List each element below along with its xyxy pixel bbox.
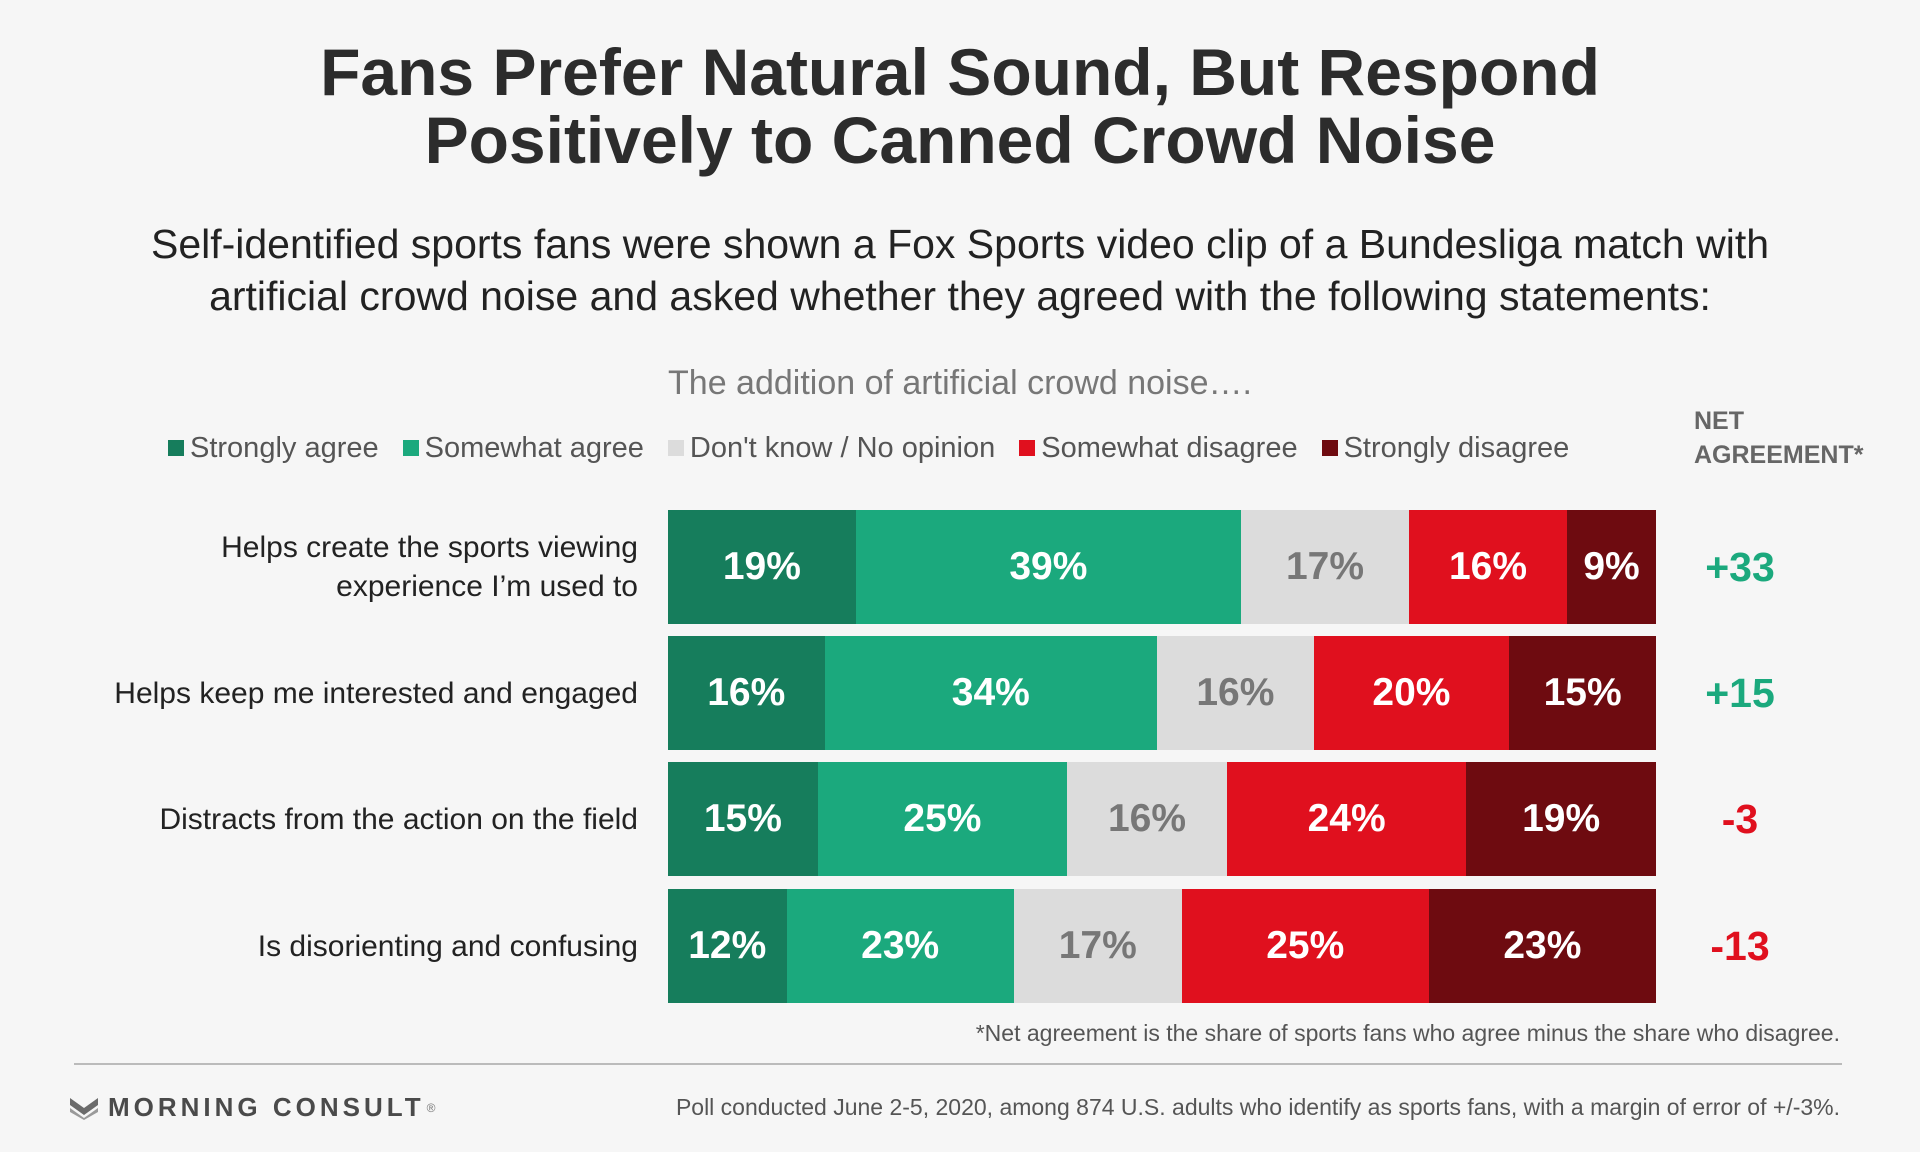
footnote: *Net agreement is the share of sports fa… [975, 1020, 1840, 1046]
logo-text: MORNING CONSULT [108, 1092, 425, 1122]
subtitle-line-1: Self-identified sports fans were shown a… [150, 221, 1770, 267]
chart-title: Fans Prefer Natural Sound, But Respond P… [0, 38, 1920, 174]
bar-segment-strongly-agree: 15% [668, 762, 818, 876]
bar-segment-somewhat-agree: 25% [817, 762, 1068, 876]
logo-trademark: ® [426, 1100, 436, 1115]
net-agreement-header: NET AGREEMENT* [1694, 404, 1863, 472]
legend-label: Somewhat disagree [1041, 431, 1298, 464]
bar-segment-somewhat-agree: 23% [786, 889, 1014, 1003]
net-agreement-value: -13 [1710, 922, 1770, 969]
bar-segment-dont-know: 17% [1013, 889, 1182, 1003]
stacked-bar: 15% 25% 16% 24% 19% [668, 762, 1656, 876]
legend: Strongly agree Somewhat agree Don't know /… [168, 430, 1593, 466]
bar-segment-somewhat-agree: 34% [824, 636, 1158, 750]
bar-segment-somewhat-disagree: 24% [1226, 762, 1467, 876]
source-note: Poll conducted June 2-5, 2020, among 874… [675, 1094, 1840, 1120]
bar-segment-somewhat-disagree: 20% [1313, 636, 1510, 750]
statement-prompt: The addition of artificial crowd noise…. [668, 364, 1252, 402]
bar-segment-somewhat-disagree: 25% [1181, 889, 1429, 1003]
bar-segment-strongly-disagree: 15% [1509, 636, 1656, 750]
stacked-bar: 12% 23% 17% 25% 23% [668, 889, 1656, 1003]
legend-label: Strongly disagree [1343, 431, 1570, 464]
logo-mark-icon [70, 1097, 98, 1120]
bar-segment-dont-know: 17% [1241, 510, 1409, 624]
net-agreement-value: -3 [1721, 795, 1759, 842]
morning-consult-logo: MORNING CONSULT ® [70, 1092, 435, 1123]
bar-segment-strongly-disagree: 23% [1428, 889, 1656, 1003]
title-line-1: Fans Prefer Natural Sound, But Respond [320, 35, 1600, 109]
row-label: Is disorienting and confusing [40, 889, 638, 1003]
row-label-line: experience I’m used to [336, 570, 638, 603]
row-label: Distracts from the action on the field [40, 762, 638, 876]
row-label-line: Is disorienting and confusing [257, 929, 638, 963]
legend-swatch [402, 440, 419, 456]
legend-item-dont-know: Don't know / No opinion [667, 431, 996, 465]
subtitle-line-2: artificial crowd noise and asked whether… [209, 273, 1711, 319]
bar-segment-strongly-agree: 16% [668, 636, 825, 750]
row-label: Helps keep me interested and engaged [40, 636, 638, 750]
row-label: Helps create the sports viewing experienc… [40, 510, 638, 624]
legend-swatch [168, 440, 184, 456]
bar-segment-dont-know: 16% [1067, 762, 1227, 876]
legend-item-somewhat-agree: Somewhat agree [402, 431, 644, 465]
legend-item-strongly-disagree: Strongly disagree [1321, 431, 1570, 465]
legend-swatch [1019, 440, 1036, 456]
legend-swatch [667, 440, 684, 456]
stacked-bar: 16% 34% 16% 20% 15% [668, 636, 1656, 750]
legend-swatch [1321, 440, 1338, 456]
bar-segment-strongly-agree: 12% [668, 889, 787, 1003]
bar-segment-dont-know: 16% [1157, 636, 1314, 750]
bar-segment-somewhat-agree: 39% [855, 510, 1242, 624]
row-label-line: Helps keep me interested and engaged [114, 676, 638, 710]
legend-label: Don't know / No opinion [689, 431, 996, 464]
bar-segment-somewhat-disagree: 16% [1408, 510, 1568, 624]
net-header-line-1: NET [1694, 407, 1744, 435]
row-label-line: Helps create the sports viewing [221, 531, 638, 564]
title-line-2: Positively to Canned Crowd Noise [424, 103, 1496, 177]
row-label-line: Distracts from the action on the field [159, 802, 638, 836]
divider [74, 1063, 1842, 1065]
legend-item-somewhat-disagree: Somewhat disagree [1019, 431, 1298, 465]
net-header-line-2: AGREEMENT* [1694, 441, 1864, 469]
bar-segment-strongly-disagree: 19% [1466, 762, 1656, 876]
net-agreement-value: +15 [1705, 669, 1775, 716]
legend-item-strongly-agree: Strongly agree [168, 432, 379, 465]
chart-subtitle: Self-identified sports fans were shown a… [0, 218, 1920, 322]
legend-label: Strongly agree [190, 431, 379, 464]
bar-segment-strongly-disagree: 9% [1567, 510, 1656, 624]
stacked-bar: 19% 39% 17% 16% 9% [668, 510, 1656, 624]
net-agreement-value: +33 [1705, 543, 1775, 590]
legend-label: Somewhat agree [424, 431, 644, 464]
bar-segment-strongly-agree: 19% [668, 510, 856, 624]
